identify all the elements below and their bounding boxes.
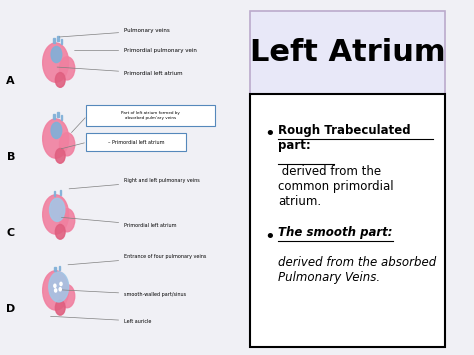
Bar (54, 38, 55, 43)
Text: The smooth part:: The smooth part: (278, 226, 392, 239)
Text: Primordial left atrium: Primordial left atrium (57, 67, 183, 76)
Text: C: C (7, 228, 15, 238)
Text: Part of left atrium formed by
absorbed pulm’ary veins: Part of left atrium formed by absorbed p… (121, 111, 180, 120)
Text: B: B (7, 152, 15, 162)
Circle shape (59, 57, 75, 80)
Circle shape (54, 284, 56, 288)
Circle shape (59, 133, 75, 156)
Text: derived from the
common primordial
atrium.: derived from the common primordial atriu… (278, 165, 394, 208)
Circle shape (43, 195, 69, 234)
Circle shape (60, 282, 62, 285)
Text: Entrance of four pulmonary veins: Entrance of four pulmonary veins (68, 254, 207, 265)
Circle shape (59, 285, 75, 308)
Circle shape (59, 209, 75, 232)
Circle shape (59, 288, 61, 291)
Text: Left Atrium: Left Atrium (250, 38, 446, 67)
Text: – Primordial left atrium: – Primordial left atrium (108, 140, 164, 145)
Circle shape (55, 72, 65, 87)
FancyBboxPatch shape (250, 94, 445, 347)
Bar (61, 39, 62, 44)
Circle shape (55, 300, 65, 315)
FancyBboxPatch shape (86, 133, 186, 151)
Text: •: • (264, 228, 275, 246)
Circle shape (43, 271, 69, 310)
FancyBboxPatch shape (86, 105, 215, 126)
Circle shape (55, 289, 57, 292)
Bar (54, 114, 55, 119)
Text: Right and left pulmonary veins: Right and left pulmonary veins (69, 178, 200, 189)
Circle shape (55, 224, 65, 239)
Circle shape (43, 43, 69, 82)
Circle shape (51, 122, 62, 138)
Circle shape (43, 119, 69, 158)
Text: Left auricle: Left auricle (51, 316, 152, 324)
Text: •: • (264, 126, 275, 143)
Circle shape (49, 272, 69, 302)
Bar (61, 115, 62, 120)
Bar (54, 191, 55, 196)
Text: Primordial pulmonary vein: Primordial pulmonary vein (74, 48, 197, 53)
Text: Pulmonary veins: Pulmonary veins (59, 28, 170, 37)
Bar (59, 266, 60, 270)
Text: A: A (6, 76, 15, 86)
FancyBboxPatch shape (250, 11, 445, 94)
Circle shape (55, 148, 65, 163)
Circle shape (51, 47, 62, 62)
Bar (57, 111, 59, 116)
Text: Primordial left atrium: Primordial left atrium (62, 217, 177, 228)
Bar (60, 190, 61, 195)
Circle shape (50, 198, 65, 222)
Text: Rough Trabeculated
part:: Rough Trabeculated part: (278, 124, 411, 152)
Text: D: D (6, 304, 15, 314)
Bar (57, 36, 59, 41)
Text: derived from the absorbed
Pulmonary Veins.: derived from the absorbed Pulmonary Vein… (278, 256, 437, 284)
Text: smooth-walled part/sinus: smooth-walled part/sinus (62, 290, 186, 297)
